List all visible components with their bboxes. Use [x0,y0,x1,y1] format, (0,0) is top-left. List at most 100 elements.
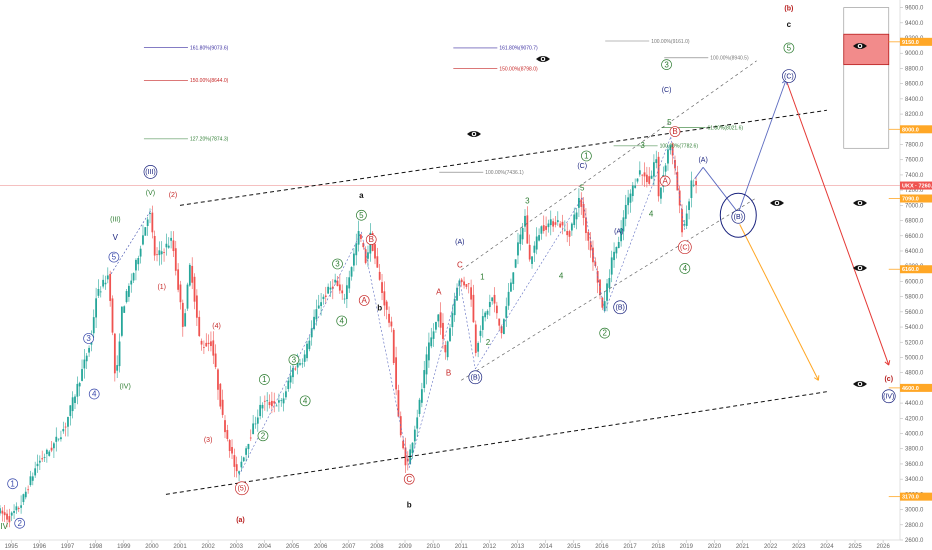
candle-body [430,337,433,347]
y-tick-label: 8400.0 [905,97,924,103]
price-tag-label: 6160.0 [902,267,919,273]
wave-label-circle [731,209,746,224]
candle-body [615,246,618,254]
wave-label-circle [669,126,681,137]
eye-pupil [858,382,862,386]
candle-body [622,217,625,232]
x-tick-label: 2024 [820,544,834,550]
y-tick-label: 7400.0 [905,173,924,179]
candle-body [517,242,519,256]
eye-pupil [541,57,545,61]
candle-body [104,282,107,285]
candle-body [660,187,662,199]
wave-label: (3) [204,437,213,444]
candle-body [139,248,142,257]
wave-label: 3 [335,260,340,269]
y-tick-label: 6000.0 [905,279,924,285]
candle-body [102,279,105,287]
eye-pupil [858,266,862,270]
fib-label: 100.00%(9161.0) [651,39,690,45]
candle-body [242,457,245,462]
candle-body [3,512,6,516]
candle-body [510,282,512,292]
candle-body [418,399,421,414]
wave-label: C [457,260,463,269]
candle-body [376,256,379,268]
y-tick-label: 9000.0 [905,51,924,57]
candle-body [156,254,158,256]
wave-label: 3 [640,141,645,150]
eye-pupil [858,44,862,48]
wave-label: (B) [734,214,743,221]
candle-body [432,331,435,339]
candle-body [669,145,672,151]
candle-body [53,443,55,449]
wave-label-circle [783,42,795,54]
candle-body [266,400,269,402]
candle-body [135,259,137,271]
wave-path [408,281,461,468]
x-tick-label: 2019 [680,544,694,550]
candle-body [132,273,135,281]
candle-body [1,510,4,514]
candle-body [470,287,472,300]
wave-label: (A) [698,157,707,164]
candle-body [146,219,149,226]
candle-body [123,306,126,313]
x-tick-label: 2003 [230,544,244,550]
candle-body [348,277,351,289]
candle-body [437,314,440,322]
fib-label: 100.00%(7436.1) [485,170,524,176]
wave-label: (a) [236,517,245,524]
wave-label-circle [88,388,100,400]
candle-body [336,280,339,287]
candle-body [575,212,578,220]
candle-body [491,297,494,302]
candle-body [578,197,580,208]
eye-icon [770,200,784,206]
forecast-path-red [785,79,890,366]
candle-body [512,272,515,284]
candle-body [247,443,250,450]
wave-label: 3 [292,355,297,364]
wave-label: A [436,288,442,297]
wave-label: 4 [649,209,654,218]
candle-body [106,275,109,280]
candle-body [20,505,22,508]
wave-label: (B) [471,375,480,382]
candle-body [465,284,468,287]
x-tick-label: 2010 [426,544,440,550]
wave-label: (A) [455,239,464,246]
candle-body [620,228,622,242]
candle-body [592,247,594,263]
x-tick-label: 2007 [342,544,356,550]
candle-body [599,279,601,295]
wave-label: (IV) [120,384,131,391]
candle-body [287,380,290,390]
x-tick-label: 2006 [314,544,328,550]
candle-body [88,347,90,353]
wave-label-circle [599,327,611,339]
wave-label-circle [661,59,672,70]
candle-body [610,257,613,275]
candle-body [263,400,266,402]
x-tick-label: 2011 [455,544,469,550]
candle-body [120,306,123,336]
candle-body [43,457,46,458]
candle-body [664,165,667,172]
candle-body [83,359,86,369]
eye-icon [853,43,867,49]
wave-label: 1 [480,272,485,281]
wave-label: (c) [884,376,893,383]
candle-body [10,512,13,516]
candle-body [367,252,369,259]
candle-body [638,170,641,175]
candle-body [650,175,653,179]
y-tick-label: 4400.0 [905,401,924,407]
wave-label: 3 [525,196,530,205]
wave-label: (III) [145,169,156,176]
wave-label: 3 [664,60,669,69]
candle-body [566,231,569,236]
forecast-path [702,167,739,214]
